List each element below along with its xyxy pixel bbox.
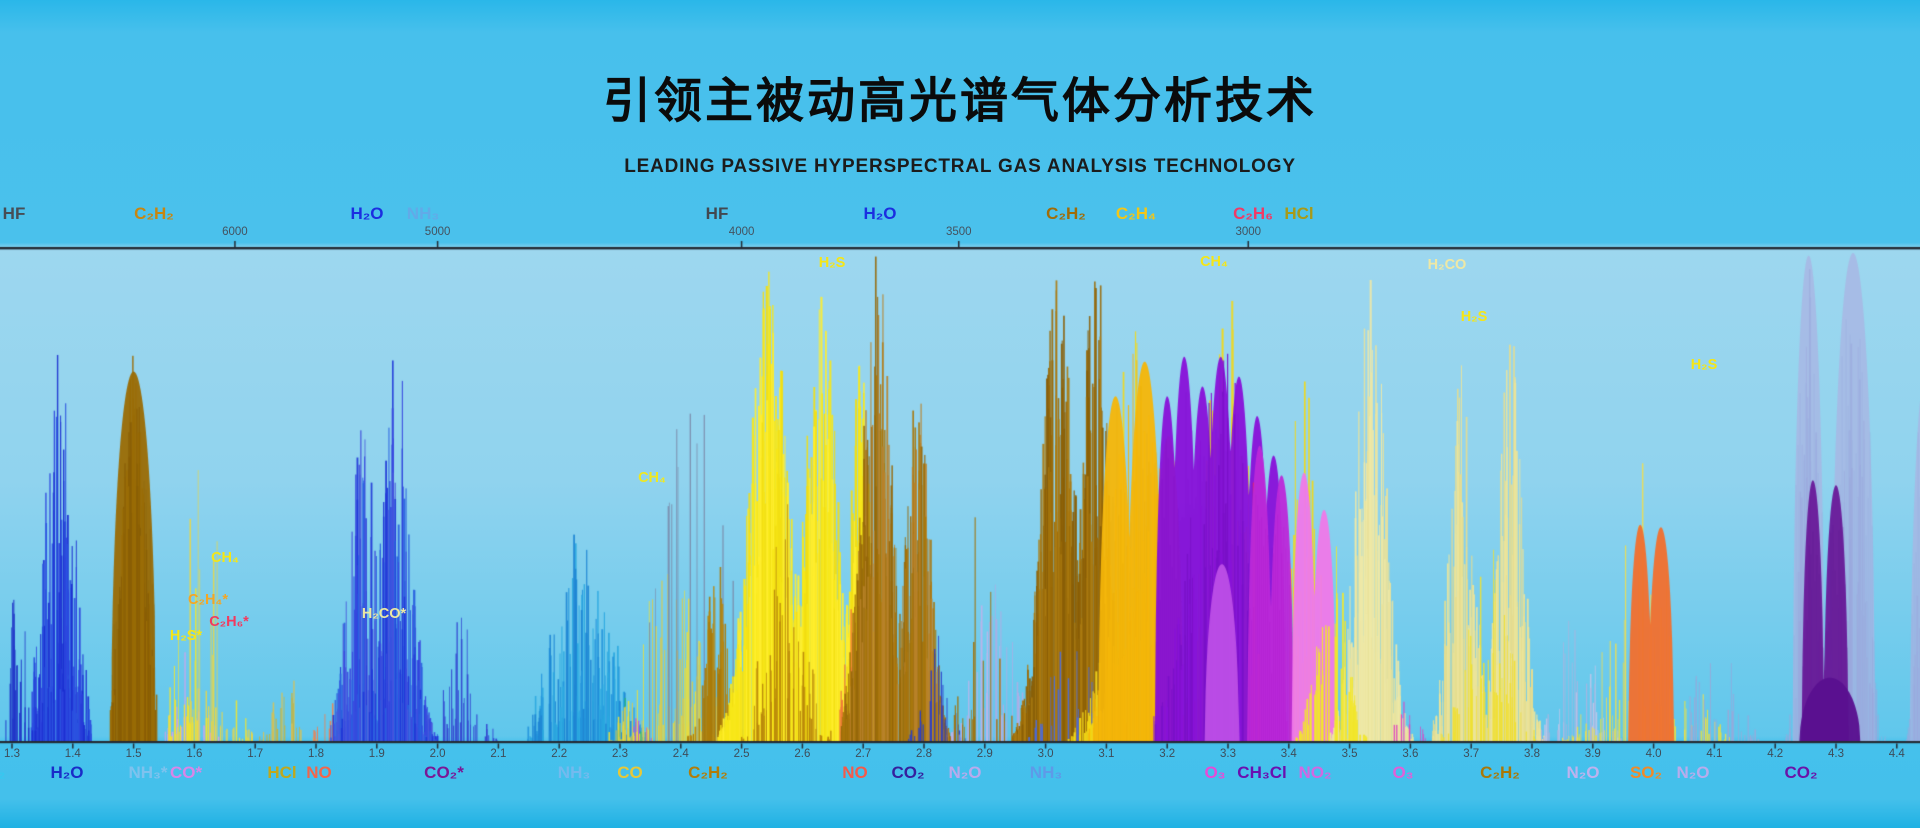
wavelength-tick-label: 2.0: [429, 748, 446, 760]
wavelength-tick-label: 1.8: [308, 748, 324, 760]
bottom-gas-label: CO: [617, 763, 643, 782]
in-chart-gas-label: C₂H₆*: [209, 614, 249, 630]
wavelength-tick-label: 4.2: [1767, 748, 1784, 760]
wavelength-tick-label: 1.5: [125, 748, 142, 760]
wavelength-tick-label: 3.9: [1584, 748, 1601, 760]
top-gas-label: H₂O: [350, 204, 384, 223]
bottom-gas-label: H₂O: [50, 763, 84, 782]
top-gas-label: H₂O: [863, 204, 897, 223]
top-gas-label: NH₃: [406, 204, 440, 223]
wavenumber-tick-label: 3500: [945, 226, 972, 238]
bottom-gas-label: N₂O: [1566, 763, 1600, 782]
bottom-gas-label: O₂: [0, 763, 6, 782]
wavelength-tick-label: 4.3: [1828, 748, 1844, 760]
wavelength-tick-label: 3.5: [1341, 748, 1358, 760]
in-chart-gas-label: C₂H₄*: [188, 592, 228, 608]
wavelength-tick-label: 2.6: [794, 748, 811, 760]
bottom-gas-label: CO₂*: [424, 763, 464, 782]
in-chart-gas-label: H₂S: [1690, 357, 1718, 373]
wavelength-tick-label: 2.2: [551, 748, 568, 760]
bottom-gas-label: C₂H₂: [688, 763, 728, 782]
in-chart-gas-label: H₂S*: [169, 628, 203, 644]
bottom-gas-label: O₃: [1204, 763, 1226, 782]
wavelength-tick-label: 3.0: [1037, 748, 1054, 760]
wavelength-tick-label: 1.7: [247, 748, 264, 760]
top-gas-label: C₂H₂: [134, 204, 174, 223]
bottom-gas-label: CO*: [169, 763, 203, 782]
top-gas-label: C₂H₂: [1046, 204, 1086, 223]
wavelength-tick-label: 3.1: [1098, 748, 1115, 760]
wavelength-tick-label: 3.6: [1402, 748, 1419, 760]
bottom-gas-label: NH₃: [1029, 763, 1063, 782]
wavelength-tick-label: 3.4: [1280, 748, 1297, 760]
in-chart-gas-label: CH₄: [211, 550, 239, 566]
bottom-gas-label: NO₂: [1298, 763, 1332, 782]
wavelength-tick-label: 1.4: [64, 748, 81, 760]
page-subtitle: LEADING PASSIVE HYPERSPECTRAL GAS ANALYS…: [624, 156, 1296, 177]
wavelength-tick-label: 2.4: [672, 748, 689, 760]
in-chart-gas-label: H₂S: [1460, 309, 1488, 325]
wavelength-tick-label: 2.5: [733, 748, 750, 760]
wavelength-tick-label: 4.0: [1645, 748, 1662, 760]
in-chart-gas-label: H₂S: [818, 255, 846, 271]
wavelength-tick-label: 1.6: [186, 748, 203, 760]
bottom-gas-label: NH₃*: [128, 763, 168, 782]
wavenumber-tick-label: 5000: [424, 226, 451, 238]
wavelength-tick-label: 3.2: [1159, 748, 1176, 760]
wavenumber-tick-label: 6000: [222, 226, 248, 238]
wavelength-tick-label: 2.8: [916, 748, 932, 760]
wavelength-tick-label: 4.1: [1706, 748, 1723, 760]
bottom-gas-label: C₂H₂: [1480, 763, 1520, 782]
wavelength-tick-label: 2.3: [612, 748, 628, 760]
in-chart-gas-label: CH₄: [1200, 254, 1228, 270]
top-gas-label: HF: [705, 204, 729, 223]
in-chart-gas-label: CH₄: [638, 470, 666, 486]
wavelength-tick-label: 2.1: [490, 748, 507, 760]
bottom-gas-label: SO₂: [1629, 763, 1663, 782]
wavelength-tick-label: 2.7: [855, 748, 872, 760]
bottom-gas-label: NO: [306, 763, 332, 782]
bottom-gas-label: NH₃: [557, 763, 591, 782]
bottom-gas-label: NO: [842, 763, 868, 782]
wavelength-tick-label: 1.9: [368, 748, 385, 760]
in-chart-gas-label: H₂CO: [1427, 257, 1467, 273]
wavelength-tick-label: 4.4: [1888, 748, 1905, 760]
page-title: 引领主被动高光谱气体分析技术: [602, 75, 1317, 128]
top-gas-label: C₂H₆: [1233, 204, 1273, 223]
wavelength-tick-label: 3.8: [1524, 748, 1540, 760]
top-gas-label: HCl: [1284, 204, 1314, 223]
bottom-gas-label: N₂O: [948, 763, 982, 782]
wavelength-tick-label: 3.7: [1463, 748, 1480, 760]
wavelength-tick-label: 2.9: [976, 748, 993, 760]
bottom-gas-label: HCl: [267, 763, 297, 782]
wavelength-tick-label: 3.3: [1220, 748, 1236, 760]
wavenumber-tick-label: 4000: [728, 226, 755, 238]
top-gas-label: C₂H₄: [1115, 204, 1157, 223]
wavenumber-tick-label: 3000: [1235, 226, 1262, 238]
bottom-gas-label: O₃: [1392, 763, 1414, 782]
in-chart-gas-label: H₂CO*: [361, 606, 407, 622]
bottom-gas-label: CO₂: [1784, 763, 1818, 782]
top-gas-label: HF: [2, 204, 26, 223]
wavelength-tick-label: 1.3: [4, 748, 20, 760]
bottom-gas-label: CO₂: [891, 763, 925, 782]
bottom-gas-label: CH₃Cl: [1237, 763, 1287, 782]
bottom-gas-label: N₂O: [1676, 763, 1710, 782]
